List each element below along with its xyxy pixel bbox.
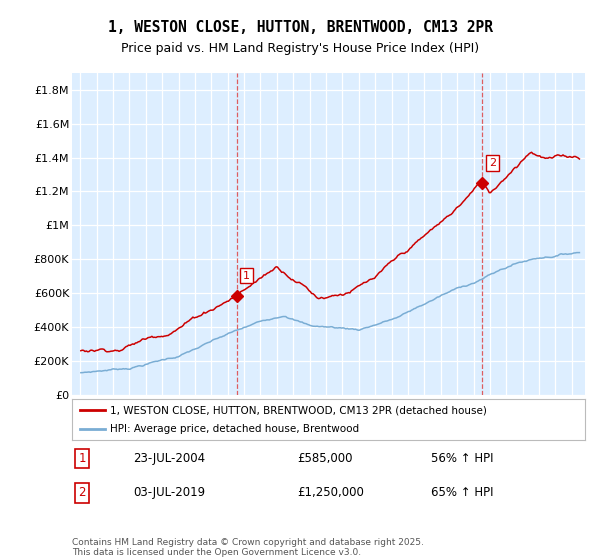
Text: £585,000: £585,000 xyxy=(298,452,353,465)
Text: 1, WESTON CLOSE, HUTTON, BRENTWOOD, CM13 2PR: 1, WESTON CLOSE, HUTTON, BRENTWOOD, CM13… xyxy=(107,20,493,35)
Text: Price paid vs. HM Land Registry's House Price Index (HPI): Price paid vs. HM Land Registry's House … xyxy=(121,42,479,55)
Text: £1,250,000: £1,250,000 xyxy=(298,486,365,500)
Text: 1: 1 xyxy=(79,452,86,465)
Text: 23-JUL-2004: 23-JUL-2004 xyxy=(134,452,206,465)
Text: 56% ↑ HPI: 56% ↑ HPI xyxy=(431,452,494,465)
Text: 2: 2 xyxy=(489,158,496,168)
Text: Contains HM Land Registry data © Crown copyright and database right 2025.
This d: Contains HM Land Registry data © Crown c… xyxy=(72,538,424,557)
Text: 1, WESTON CLOSE, HUTTON, BRENTWOOD, CM13 2PR (detached house): 1, WESTON CLOSE, HUTTON, BRENTWOOD, CM13… xyxy=(110,405,487,415)
Text: HPI: Average price, detached house, Brentwood: HPI: Average price, detached house, Bren… xyxy=(110,424,359,433)
Text: 1: 1 xyxy=(243,270,250,281)
Bar xyxy=(236,73,482,395)
Text: 65% ↑ HPI: 65% ↑ HPI xyxy=(431,486,494,500)
Text: 2: 2 xyxy=(79,486,86,500)
Text: 03-JUL-2019: 03-JUL-2019 xyxy=(134,486,206,500)
